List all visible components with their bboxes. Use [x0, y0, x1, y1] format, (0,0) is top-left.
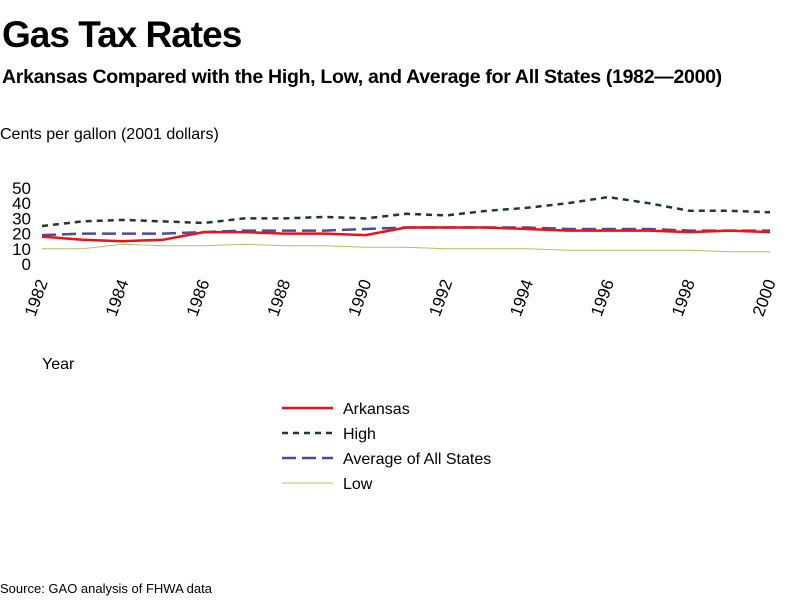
series-line-arkansas	[41, 226, 771, 243]
x-tick-label: 1998	[668, 277, 699, 319]
y-tick-label: 10	[12, 240, 31, 259]
x-tick-label: 1990	[345, 277, 376, 319]
series-line-high	[41, 195, 771, 228]
chart-title: Gas Tax Rates	[2, 14, 242, 55]
y-tick-label: 20	[12, 225, 31, 244]
source-note: Source: GAO analysis of FHWA data	[0, 581, 212, 596]
x-tick-label: 1986	[183, 277, 214, 319]
x-axis-label: Year	[42, 356, 75, 373]
legend-label-arkansas: Arkansas	[343, 401, 410, 418]
x-tick-label: 1988	[264, 277, 295, 319]
series-line-low	[42, 243, 770, 253]
x-tick-label: 1994	[506, 277, 537, 319]
y-tick-label: 0	[22, 255, 31, 274]
y-tick-label: 30	[12, 209, 31, 228]
x-tick-label: 1992	[425, 277, 456, 319]
x-tick-label: 1984	[102, 277, 133, 319]
legend-label-average-of-all-states: Average of All States	[343, 451, 491, 468]
legend-label-high: High	[343, 426, 376, 443]
series-lines	[41, 195, 771, 253]
y-tick-label: 50	[12, 179, 31, 198]
x-tick-labels: 1982 1984 1986 1988 1990 1992 1994 1996 1998 2000	[21, 277, 780, 319]
chart-subtitle: Arkansas Compared with the High, Low, an…	[2, 66, 722, 88]
x-tick-label: 1996	[587, 277, 618, 319]
legend: Arkansas High Average of All States Low	[282, 401, 491, 493]
y-axis-label: Cents per gallon (2001 dollars)	[0, 126, 219, 143]
y-tick-label: 40	[12, 194, 31, 213]
legend-label-low: Low	[343, 476, 373, 493]
x-tick-label: 1982	[21, 277, 52, 319]
x-tick-label: 2000	[749, 277, 780, 319]
